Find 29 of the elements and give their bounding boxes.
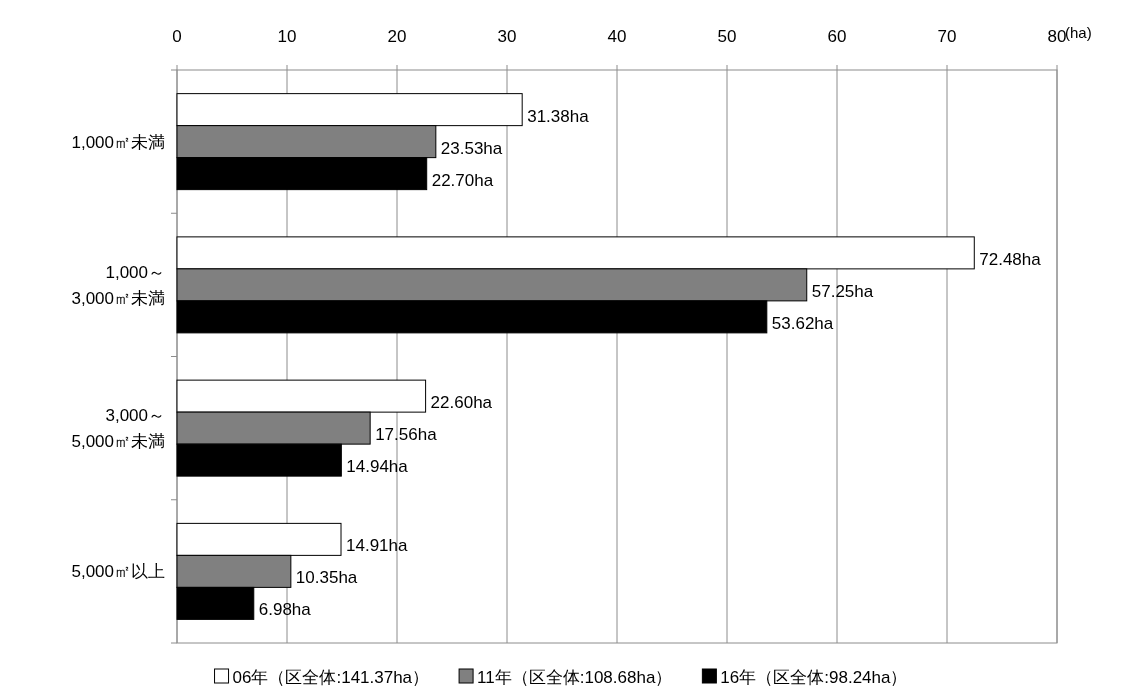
x-tick-label: 40 — [607, 27, 627, 46]
data-label: 53.62ha — [771, 313, 834, 333]
y-tick-label: 3,000～ 5,000㎡未満 — [71, 406, 165, 452]
data-label: 14.94ha — [346, 457, 409, 477]
x-tick-label: 50 — [717, 27, 737, 46]
data-label: 14.91ha — [346, 536, 409, 556]
x-tick-label: 70 — [937, 27, 957, 46]
x-tick-label: 80 — [1047, 27, 1067, 46]
legend-label: 06年（区全体:141.37ha） — [232, 668, 430, 687]
x-tick-label: 20 — [387, 27, 407, 46]
data-label: 72.48ha — [979, 249, 1042, 269]
x-tick-label: 0 — [172, 27, 182, 46]
legend-label: 16年（区全体:98.24ha） — [720, 668, 908, 687]
x-tick-label: 10 — [277, 27, 297, 46]
data-label: 22.60ha — [430, 393, 493, 413]
y-tick-label: 1,000～ 3,000㎡未満 — [71, 262, 165, 308]
x-axis-title: (ha) — [1065, 24, 1092, 41]
data-label: 6.98ha — [258, 600, 312, 620]
data-label: 22.70ha — [431, 170, 494, 190]
x-tick-label: 30 — [497, 27, 517, 46]
data-label: 31.38ha — [527, 106, 590, 126]
data-label: 57.25ha — [811, 281, 874, 301]
data-label: 17.56ha — [375, 425, 438, 445]
data-label: 10.35ha — [295, 568, 358, 588]
y-tick-label: 1,000㎡未満 — [71, 132, 165, 152]
data-label: 23.53ha — [440, 138, 503, 158]
x-tick-label: 60 — [827, 27, 847, 46]
y-tick-label: 5,000㎡以上 — [71, 562, 165, 582]
legend-label: 11年（区全体:108.68ha） — [477, 668, 673, 687]
